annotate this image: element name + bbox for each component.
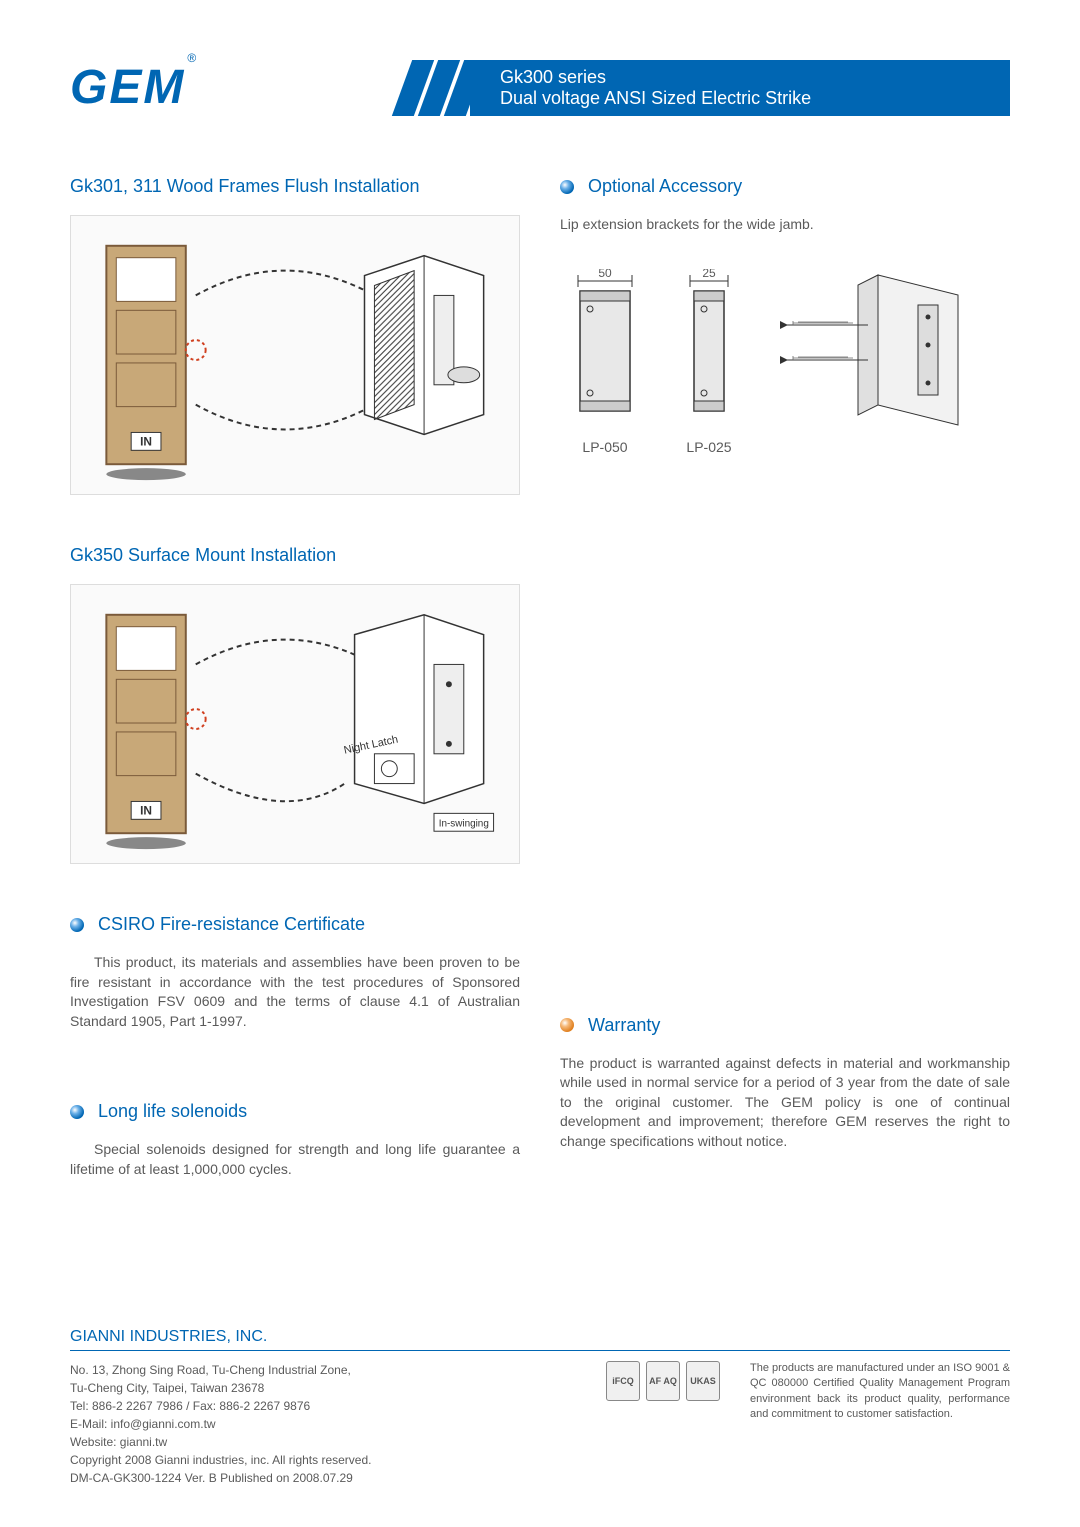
- csiro-title-row: CSIRO Fire-resistance Certificate: [70, 914, 520, 935]
- bullet-icon: [70, 918, 84, 932]
- brand-logo: GEM®: [70, 60, 196, 115]
- addr-docref: DM-CA-GK300-1224 Ver. B Published on 200…: [70, 1469, 576, 1487]
- accessory-row: 50 LP-050: [560, 265, 1010, 455]
- accessory-desc: Lip extension brackets for the wide jamb…: [560, 215, 1010, 235]
- accessory-title: Optional Accessory: [588, 176, 742, 197]
- accessory-iso-view: [768, 265, 978, 455]
- addr-website: Website: gianni.tw: [70, 1433, 576, 1451]
- accessory-lp025: 25 LP-025: [674, 269, 744, 455]
- dim-25: 25: [702, 269, 716, 280]
- csiro-body: This product, its materials and assembli…: [70, 953, 520, 1031]
- warranty-title-row: Warranty: [560, 1015, 1010, 1036]
- dim-50: 50: [598, 269, 612, 280]
- accessory-lp050: 50 LP-050: [560, 269, 650, 455]
- product-title: Dual voltage ANSI Sized Electric Strike: [500, 88, 950, 109]
- flush-diagram: IN: [70, 215, 520, 495]
- in-label-2: IN: [140, 803, 152, 817]
- flush-title: Gk301, 311 Wood Frames Flush Installatio…: [70, 176, 520, 197]
- brand-text: GEM: [70, 61, 185, 114]
- warranty-title: Warranty: [588, 1015, 660, 1036]
- footer-rule: [70, 1350, 1010, 1351]
- accessory-section: Optional Accessory Lip extension bracket…: [560, 176, 1010, 455]
- csiro-section: CSIRO Fire-resistance Certificate This p…: [70, 914, 520, 1031]
- badge-afaq: AF AQ: [646, 1361, 680, 1401]
- solenoid-title-row: Long life solenoids: [70, 1101, 520, 1122]
- addr-line2: Tu-Cheng City, Taipei, Taiwan 23678: [70, 1379, 576, 1397]
- solenoid-section: Long life solenoids Special solenoids de…: [70, 1101, 520, 1179]
- footer-iso-text: The products are manufactured under an I…: [750, 1361, 1010, 1423]
- company-name: GIANNI INDUSTRIES, INC.: [70, 1328, 1010, 1346]
- bullet-icon-orange: [560, 1018, 574, 1032]
- cert-badges: iFCQ AF AQ UKAS: [606, 1361, 720, 1401]
- badge-ifcq: iFCQ: [606, 1361, 640, 1401]
- lp025-label: LP-025: [674, 439, 744, 455]
- title-banner: Gk300 series Dual voltage ANSI Sized Ele…: [402, 60, 1010, 116]
- addr-line1: No. 13, Zhong Sing Road, Tu-Cheng Indust…: [70, 1361, 576, 1379]
- registered-mark: ®: [187, 51, 198, 65]
- page-header: GEM® Gk300 series Dual voltage ANSI Size…: [70, 60, 1010, 116]
- bullet-icon: [560, 180, 574, 194]
- csiro-title: CSIRO Fire-resistance Certificate: [98, 914, 365, 935]
- surface-diagram-svg: Night Latch In-swinging IN: [71, 585, 519, 863]
- addr-email: E-Mail: info@gianni.com.tw: [70, 1415, 576, 1433]
- in-label: IN: [140, 434, 152, 448]
- flush-diagram-svg: IN: [71, 216, 519, 494]
- banner-text-box: Gk300 series Dual voltage ANSI Sized Ele…: [470, 60, 1010, 116]
- footer-address: No. 13, Zhong Sing Road, Tu-Cheng Indust…: [70, 1361, 576, 1487]
- lp050-label: LP-050: [560, 439, 650, 455]
- accessory-title-row: Optional Accessory: [560, 176, 1010, 197]
- bullet-icon: [70, 1105, 84, 1119]
- page-footer: GIANNI INDUSTRIES, INC. No. 13, Zhong Si…: [70, 1328, 1010, 1487]
- surface-install-section: Gk350 Surface Mount Installation: [70, 545, 520, 864]
- surface-title: Gk350 Surface Mount Installation: [70, 545, 520, 566]
- solenoid-title: Long life solenoids: [98, 1101, 247, 1122]
- addr-copyright: Copyright 2008 Gianni industries, inc. A…: [70, 1451, 576, 1469]
- solenoid-body: Special solenoids designed for strength …: [70, 1140, 520, 1179]
- surface-diagram: Night Latch In-swinging IN: [70, 584, 520, 864]
- warranty-section: Warranty The product is warranted agains…: [560, 1015, 1010, 1152]
- in-swinging-label: In-swinging: [439, 818, 489, 829]
- addr-tel: Tel: 886-2 2267 7986 / Fax: 886-2 2267 9…: [70, 1397, 576, 1415]
- flush-install-section: Gk301, 311 Wood Frames Flush Installatio…: [70, 176, 520, 495]
- series-label: Gk300 series: [500, 67, 950, 88]
- warranty-body: The product is warranted against defects…: [560, 1054, 1010, 1152]
- badge-ukas: UKAS: [686, 1361, 720, 1401]
